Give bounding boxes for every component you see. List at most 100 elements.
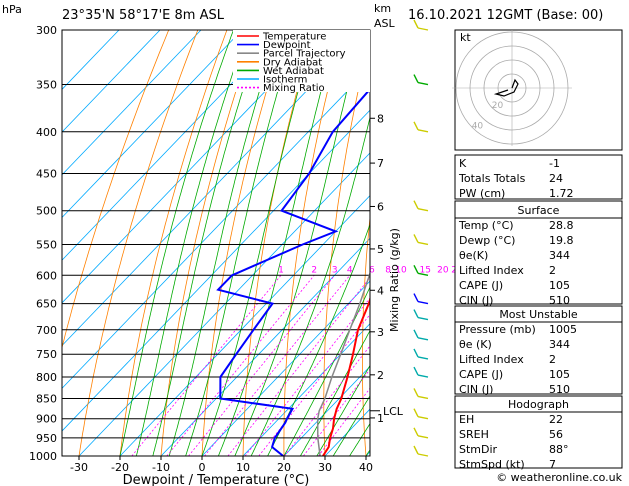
hodograph-table-value: 7 (549, 458, 556, 471)
km-axis-title: km (374, 2, 391, 15)
pressure-tick-label: 650 (36, 298, 57, 311)
wind-barb-feather (413, 329, 419, 339)
datetime-title: 16.10.2021 12GMT (Base: 00) (408, 8, 603, 23)
isotherm-line (62, 30, 243, 219)
dry-adiabat-line (78, 30, 199, 456)
index-value: 24 (549, 172, 563, 185)
wind-barb-feather (413, 200, 419, 210)
index-value: -1 (549, 157, 560, 170)
wind-barb-feather (413, 234, 419, 243)
wind-barb-feather (413, 427, 419, 437)
isotherm-line (78, 152, 370, 456)
surface-title: Surface (518, 204, 560, 217)
pressure-tick-label: 300 (36, 24, 57, 37)
wind-barb (417, 272, 429, 276)
isotherm-line (160, 237, 370, 456)
dry-adiabat-line (62, 30, 170, 350)
pressure-tick-label: 450 (36, 167, 57, 180)
wind-barb (417, 241, 429, 246)
pressure-tick-label: 550 (36, 238, 57, 251)
hpa-axis-title: hPa (2, 3, 22, 16)
mixing-ratio-value: 3 (332, 265, 338, 275)
index-tables: K -1 Totals Totals 24 PW (cm) 1.72 Surface Temp… (454, 154, 623, 471)
isotherm-line (283, 365, 370, 456)
surface-value: 19.8 (549, 234, 574, 247)
hodograph-units: kt (460, 31, 471, 44)
most-unstable-box (454, 305, 623, 395)
wet-adiabat-line (136, 30, 248, 456)
hodograph-table-value: 88° (549, 443, 569, 456)
temperature-tick-label: 0 (199, 461, 206, 474)
legend-label: Wet Adiabat (263, 66, 324, 77)
temperature-tick-label: -20 (111, 461, 129, 474)
wind-barb-feather (413, 309, 419, 318)
wind-barb-feather (413, 74, 419, 83)
indices-box (454, 154, 623, 200)
surface-label: Dewp (°C) (459, 234, 515, 247)
legend-label: Parcel Trajectory (263, 49, 346, 60)
mixing-ratio-value: 2 (311, 265, 317, 275)
mixing-ratio-value: 10 (395, 265, 407, 275)
pressure-tick-label: 800 (36, 371, 57, 384)
mixing-ratio-value: 1 (278, 265, 284, 275)
wind-barb-feather (413, 445, 419, 455)
pressure-tick-label: 500 (36, 205, 57, 218)
most-unstable-value: 344 (549, 338, 570, 351)
hodograph-ring-label: 40 (472, 121, 484, 131)
height-tick-label: 5 (377, 243, 384, 256)
most-unstable-value: 105 (549, 368, 570, 381)
hodograph-table-value: 22 (549, 413, 563, 426)
hodograph: kt 20 40 (452, 29, 623, 151)
wind-barb-feather (413, 264, 419, 274)
index-value: 1.72 (549, 187, 574, 200)
wind-barb (417, 395, 429, 400)
mixing-ratio-value: 8 (385, 265, 391, 275)
hodograph-table-value: 56 (549, 428, 563, 441)
hodograph-table-box (454, 395, 623, 469)
isotherm-line (62, 30, 284, 261)
surface-label: CIN (J) (459, 294, 493, 307)
profile-lines (216, 30, 370, 456)
hodograph-table-label: StmDir (459, 443, 498, 456)
most-unstable-label: Pressure (mb) (459, 323, 536, 336)
hodograph-ring-label: 20 (492, 101, 504, 111)
pressure-tick-label: 750 (36, 348, 57, 361)
background-lines (62, 30, 370, 456)
height-tick-label: 2 (377, 369, 384, 382)
isotherm-line (242, 323, 370, 456)
wind-barb-feather (413, 121, 419, 131)
wind-barb (417, 316, 429, 321)
temperature-tick-label: 40 (359, 461, 373, 474)
surface-value: 105 (549, 279, 570, 292)
legend-label: Dewpoint (263, 40, 311, 51)
mixing-ratio-line (188, 275, 336, 456)
hodograph-table-label: EH (459, 413, 474, 426)
wind-barb (417, 81, 429, 86)
asl-axis-title: ASL (374, 17, 396, 30)
most-unstable-value: 510 (549, 383, 570, 396)
isotherm-line (62, 30, 202, 176)
wind-barb-feather (413, 348, 419, 358)
wet-adiabat-line (332, 395, 370, 456)
footer-credit: © weatheronline.co.uk (496, 471, 622, 484)
index-label: Totals Totals (458, 172, 526, 185)
wind-barb-feather (413, 366, 419, 376)
most-unstable-label: θe (K) (459, 338, 492, 351)
surface-value: 344 (549, 249, 570, 262)
temperature-tick-label: 20 (277, 461, 291, 474)
pressure-tick-label: 600 (36, 269, 57, 282)
mixing-ratio-axis-label: Mixing Ratio (g/kg) (388, 228, 401, 332)
isotherm-line (62, 30, 120, 90)
wind-barb (417, 337, 429, 341)
wind-barb (417, 208, 429, 212)
hodograph-table-label: SREH (459, 428, 489, 441)
wet-adiabat-line (316, 364, 370, 456)
series-temperature (322, 296, 370, 456)
index-label: K (459, 157, 467, 170)
isotherm-line (62, 109, 370, 432)
height-tick-label: 7 (377, 157, 384, 170)
lcl-label: LCL (383, 405, 404, 418)
